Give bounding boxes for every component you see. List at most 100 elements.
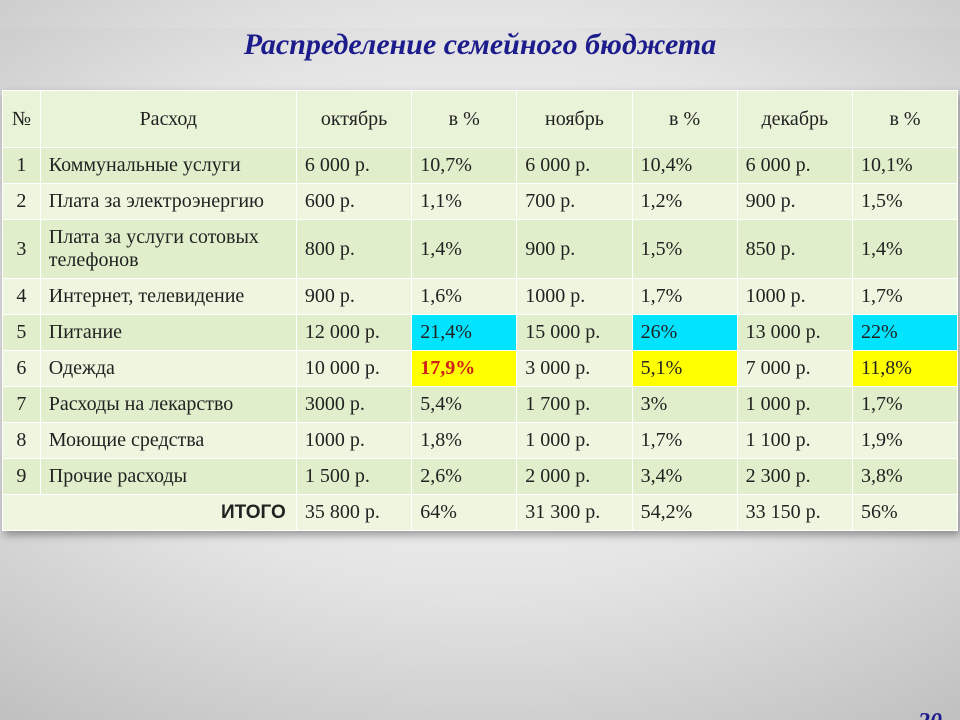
table-cell: 10,4% xyxy=(632,148,737,184)
table-cell: Интернет, телевидение xyxy=(40,279,296,315)
table-cell: 7 xyxy=(3,387,41,423)
col-header-dec-pct: в % xyxy=(853,91,958,148)
table-cell: 13 000 р. xyxy=(737,315,852,351)
table-cell: 6 000 р. xyxy=(296,148,411,184)
table-row: 6Одежда10 000 р.17,9%3 000 р.5,1%7 000 р… xyxy=(3,351,958,387)
table-cell: 6 xyxy=(3,351,41,387)
table-cell: 54,2% xyxy=(632,495,737,531)
table-header-row: № Расход октябрь в % ноябрь в % декабрь … xyxy=(3,91,958,148)
table-row: 2Плата за электроэнергию600 р.1,1%700 р.… xyxy=(3,184,958,220)
table-row: 9Прочие расходы1 500 р.2,6%2 000 р.3,4%2… xyxy=(3,459,958,495)
table-cell: 2,6% xyxy=(412,459,517,495)
table-cell: 1 100 р. xyxy=(737,423,852,459)
table-cell: 1,7% xyxy=(632,423,737,459)
table-cell: 31 300 р. xyxy=(517,495,632,531)
table-cell: 10 000 р. xyxy=(296,351,411,387)
table-cell: Одежда xyxy=(40,351,296,387)
table-cell: 6 000 р. xyxy=(737,148,852,184)
table-total-row: ИТОГО35 800 р.64%31 300 р.54,2%33 150 р.… xyxy=(3,495,958,531)
table-cell: 1,5% xyxy=(853,184,958,220)
table-cell: 21,4% xyxy=(412,315,517,351)
table-row: 4Интернет, телевидение900 р.1,6%1000 р.1… xyxy=(3,279,958,315)
table-cell: Питание xyxy=(40,315,296,351)
table-cell: Моющие средства xyxy=(40,423,296,459)
table-cell: 2 xyxy=(3,184,41,220)
table-cell: 1,1% xyxy=(412,184,517,220)
table-cell: Плата за электроэнергию xyxy=(40,184,296,220)
table-row: 7Расходы на лекарство3000 р.5,4%1 700 р.… xyxy=(3,387,958,423)
table-cell: 1 xyxy=(3,148,41,184)
table-cell: 5 xyxy=(3,315,41,351)
table-cell: Расходы на лекарство xyxy=(40,387,296,423)
table-cell: 1,5% xyxy=(632,220,737,279)
col-header-n: № xyxy=(3,91,41,148)
table-cell: 11,8% xyxy=(853,351,958,387)
page-number: 20 xyxy=(918,709,942,720)
table-cell: 6 000 р. xyxy=(517,148,632,184)
table-cell: 1 000 р. xyxy=(737,387,852,423)
table-cell: 3% xyxy=(632,387,737,423)
table-cell: 56% xyxy=(853,495,958,531)
table-cell: 1,7% xyxy=(632,279,737,315)
table-row: 3Плата за услуги сотовых телефонов800 р.… xyxy=(3,220,958,279)
table-cell: 1,2% xyxy=(632,184,737,220)
table-cell: 7 000 р. xyxy=(737,351,852,387)
table-cell: 33 150 р. xyxy=(737,495,852,531)
table-cell: Прочие расходы xyxy=(40,459,296,495)
table-cell: 26% xyxy=(632,315,737,351)
table-cell: 1,7% xyxy=(853,279,958,315)
table-cell: 2 300 р. xyxy=(737,459,852,495)
table-cell: 15 000 р. xyxy=(517,315,632,351)
table-cell: 8 xyxy=(3,423,41,459)
table-cell: Плата за услуги сотовых телефонов xyxy=(40,220,296,279)
table-cell: 1 500 р. xyxy=(296,459,411,495)
table-cell: 1,9% xyxy=(853,423,958,459)
table-cell: 1,7% xyxy=(853,387,958,423)
table-cell: 5,1% xyxy=(632,351,737,387)
col-header-nov: ноябрь xyxy=(517,91,632,148)
table-cell: 900 р. xyxy=(517,220,632,279)
table-cell: 3 000 р. xyxy=(517,351,632,387)
table-cell: 600 р. xyxy=(296,184,411,220)
table-cell: 1000 р. xyxy=(517,279,632,315)
table-cell: 1,6% xyxy=(412,279,517,315)
table-cell: 10,7% xyxy=(412,148,517,184)
table-cell: 10,1% xyxy=(853,148,958,184)
table-cell: 700 р. xyxy=(517,184,632,220)
page-title: Распределение семейного бюджета xyxy=(0,28,960,62)
table-cell: 35 800 р. xyxy=(296,495,411,531)
table-cell: 1 700 р. xyxy=(517,387,632,423)
table-cell: 3,8% xyxy=(853,459,958,495)
table-row: 5Питание12 000 р.21,4%15 000 р.26%13 000… xyxy=(3,315,958,351)
table-cell: 5,4% xyxy=(412,387,517,423)
table-cell: 1000 р. xyxy=(296,423,411,459)
table-cell: 3,4% xyxy=(632,459,737,495)
table-cell: 3000 р. xyxy=(296,387,411,423)
col-header-dec: декабрь xyxy=(737,91,852,148)
col-header-exp: Расход xyxy=(40,91,296,148)
table-cell: 17,9% xyxy=(412,351,517,387)
table-row: 1Коммунальные услуги6 000 р.10,7%6 000 р… xyxy=(3,148,958,184)
budget-table: № Расход октябрь в % ноябрь в % декабрь … xyxy=(2,90,958,531)
table-cell: 1 000 р. xyxy=(517,423,632,459)
table-cell: 850 р. xyxy=(737,220,852,279)
table-cell: 900 р. xyxy=(296,279,411,315)
table-cell: 9 xyxy=(3,459,41,495)
table-cell: 2 000 р. xyxy=(517,459,632,495)
total-label: ИТОГО xyxy=(3,495,297,531)
table-cell: 4 xyxy=(3,279,41,315)
table-cell: 12 000 р. xyxy=(296,315,411,351)
table-cell: 1,8% xyxy=(412,423,517,459)
table-cell: 900 р. xyxy=(737,184,852,220)
table-cell: 1,4% xyxy=(853,220,958,279)
table-cell: 22% xyxy=(853,315,958,351)
table-cell: 3 xyxy=(3,220,41,279)
col-header-oct: октябрь xyxy=(296,91,411,148)
col-header-nov-pct: в % xyxy=(632,91,737,148)
table-cell: 1,4% xyxy=(412,220,517,279)
table-cell: 800 р. xyxy=(296,220,411,279)
table-cell: 1000 р. xyxy=(737,279,852,315)
col-header-oct-pct: в % xyxy=(412,91,517,148)
table-cell: Коммунальные услуги xyxy=(40,148,296,184)
table-cell: 64% xyxy=(412,495,517,531)
